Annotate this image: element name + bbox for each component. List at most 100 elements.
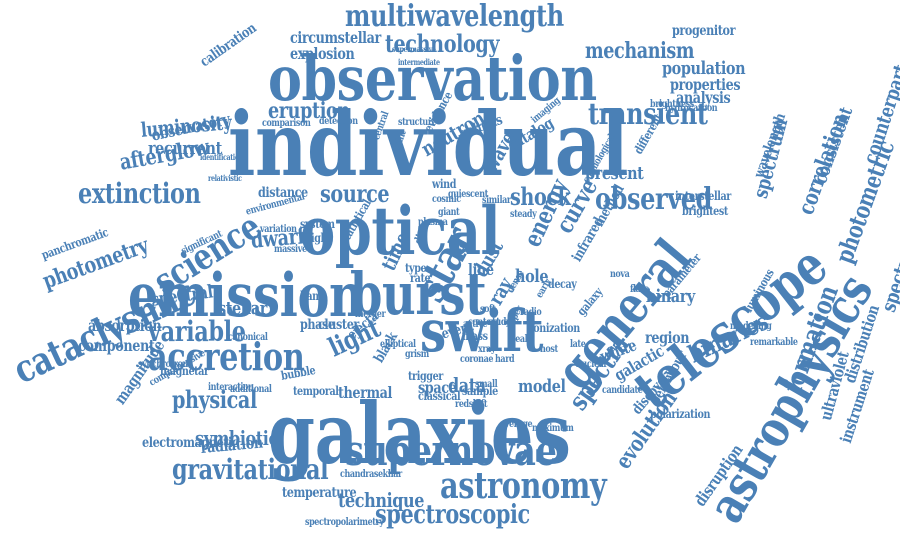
word-population-58: population bbox=[662, 58, 746, 79]
word-interstellar-96: interstellar bbox=[675, 189, 731, 203]
word-hard-180: hard bbox=[495, 354, 515, 365]
word-calibration-57: calibration bbox=[197, 20, 260, 71]
word-galaxies-2: galaxies bbox=[268, 384, 571, 483]
word-data-53: data bbox=[448, 373, 486, 397]
word-peak-135: peak bbox=[510, 334, 530, 345]
word-content-126: content bbox=[468, 317, 500, 328]
word-interaction-118: interaction bbox=[208, 382, 254, 393]
word-host-166: host bbox=[540, 344, 558, 355]
word-additional-119: additional bbox=[230, 384, 272, 395]
word-individual-0: individual bbox=[228, 92, 629, 196]
word-radio-176: radio bbox=[520, 307, 542, 318]
word-observed-18: observed bbox=[595, 182, 713, 217]
word-plasma-161: plasma bbox=[418, 217, 448, 228]
word-swift-6: swift bbox=[420, 297, 544, 365]
word-emission-4: emission bbox=[128, 261, 364, 331]
word-relativistic-140: relativistic bbox=[208, 173, 242, 183]
word-classical-93: classical bbox=[418, 389, 461, 403]
word-wind-159: wind bbox=[432, 177, 457, 191]
word-average-130: average bbox=[500, 419, 533, 430]
word-optical-3: optical bbox=[300, 192, 501, 270]
word-eruption-29: eruption bbox=[268, 98, 350, 124]
word-line-158: line bbox=[468, 260, 494, 279]
word-accretion-11: accretion bbox=[148, 334, 305, 379]
word-coronae-178: coronae bbox=[460, 354, 494, 365]
word-intermediate-152: intermediate bbox=[398, 57, 440, 67]
word-trigger-123: trigger bbox=[408, 369, 443, 383]
word-astronomy-15: astronomy bbox=[440, 465, 607, 507]
word-multiwavelength-16: multiwavelength bbox=[345, 0, 564, 34]
word-symbiotic-40: symbiotic bbox=[195, 426, 278, 450]
word-region-83: region bbox=[645, 328, 690, 347]
word-spectroscopy-32: spectroscopy bbox=[876, 201, 900, 315]
word-elliptical-132: elliptical bbox=[380, 339, 416, 350]
word-loss-111: loss bbox=[450, 239, 470, 253]
word-massive-114: massive bbox=[274, 244, 307, 255]
word-observation-1: observation bbox=[268, 42, 597, 115]
word-temporal-128: temporal bbox=[293, 384, 339, 398]
word-maximum-129: maximum bbox=[532, 423, 574, 434]
word-burst-5: burst bbox=[350, 260, 487, 328]
word-binary-79: binary bbox=[646, 286, 695, 307]
word-properties-59: properties bbox=[670, 75, 741, 94]
word-redshift-92: redshift bbox=[455, 399, 488, 410]
word-technology-26: technology bbox=[385, 29, 500, 58]
word-hole-76: hole bbox=[515, 266, 549, 287]
word-rate-110: rate bbox=[410, 271, 431, 285]
word-spectroscopic-17: spectroscopic bbox=[375, 500, 530, 530]
word-absorption-45: absorption bbox=[88, 316, 162, 335]
word-active-121: active bbox=[463, 319, 488, 330]
word-mass-115: mass bbox=[462, 329, 488, 343]
word-supermassive-151: supermassive bbox=[392, 44, 436, 54]
word-type-109: type bbox=[405, 261, 427, 275]
word-candidate-131: candidate bbox=[602, 385, 643, 396]
word-component-46: component bbox=[78, 336, 155, 355]
word-hydrocarbon-153: hydrocarbon bbox=[665, 103, 718, 114]
word-recurrent-37: recurrent bbox=[148, 138, 222, 159]
word-flare-150: flare bbox=[630, 284, 649, 295]
word-model-54: model bbox=[518, 376, 566, 397]
word-system-106: system bbox=[300, 217, 335, 231]
word-electromagnetic-72: electromagnetic bbox=[142, 435, 239, 451]
word-similar-163: similar bbox=[482, 195, 511, 206]
word-steady-164: steady bbox=[510, 209, 537, 220]
word-thermal-70: thermal bbox=[338, 383, 393, 402]
word-identification-139: identification bbox=[200, 152, 243, 162]
word-analysis-60: analysis bbox=[676, 88, 731, 107]
word-quiescent-172: quiescent bbox=[448, 189, 488, 200]
word-technique-68: technique bbox=[338, 488, 425, 512]
word-nuclear-169: nuclear bbox=[576, 359, 608, 370]
word-xray-179: xray bbox=[478, 344, 496, 355]
word-giant-162: giant bbox=[438, 207, 460, 218]
word-decay-134: decay bbox=[548, 277, 577, 291]
word-variation-141: variation bbox=[260, 224, 297, 235]
word-circumstellar-42: circumstellar bbox=[290, 28, 381, 47]
word-comparison-138: comparison bbox=[262, 118, 311, 129]
word-physical-25: physical bbox=[172, 385, 257, 414]
word-stellar-51: stellar bbox=[218, 298, 267, 319]
word-magnetar-86: magnetar bbox=[160, 364, 209, 378]
word-variable-22: variable bbox=[148, 315, 246, 348]
word-synchrotron-116: synchrotron bbox=[138, 359, 188, 370]
word-bright-107: bright bbox=[300, 231, 332, 245]
word-supernovae-10: supernovae bbox=[345, 426, 557, 475]
word-brightest-97: brightest bbox=[682, 204, 728, 218]
word-modelling-147: modelling bbox=[730, 321, 772, 332]
word-cluster-127: cluster bbox=[318, 317, 359, 333]
word-detection-137: detection bbox=[319, 116, 358, 127]
word-source-23: source bbox=[320, 179, 390, 208]
word-grism-144: grism bbox=[405, 349, 429, 360]
word-remarkable-148: remarkable bbox=[750, 337, 798, 348]
word-space-71: space bbox=[418, 378, 457, 397]
word-spectropolarimetry-89: spectropolarimetry bbox=[305, 517, 384, 528]
word-cosmic-171: cosmic bbox=[432, 194, 461, 205]
word-phase-84: phase bbox=[300, 317, 335, 333]
word-canonical-120: canonical bbox=[228, 332, 268, 343]
word-temperature-69: temperature bbox=[282, 485, 357, 501]
word-merger-143: merger bbox=[355, 309, 386, 320]
word-band-108: band bbox=[300, 289, 326, 303]
word-present-82: present bbox=[585, 163, 644, 184]
word-shock-24: shock bbox=[510, 182, 571, 211]
word-progenitor-61: progenitor bbox=[672, 23, 736, 39]
